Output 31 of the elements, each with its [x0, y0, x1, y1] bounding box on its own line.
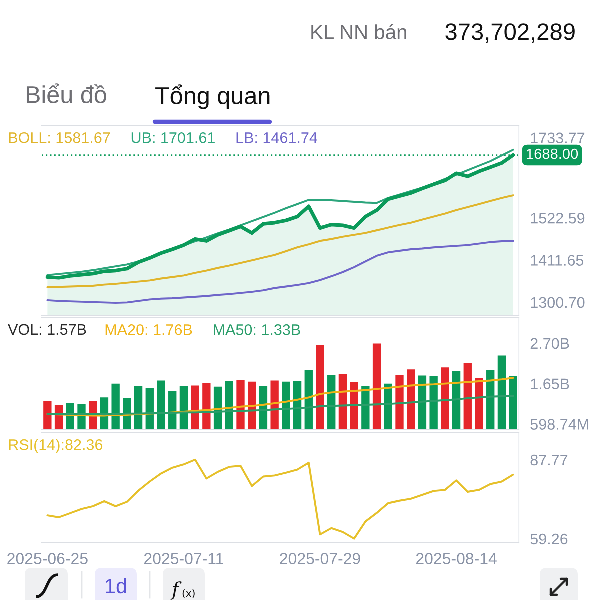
y-tick-label: 59.26 — [530, 534, 568, 545]
y-tick-label: 87.77 — [530, 454, 568, 466]
text: LB: 1461.74 — [236, 132, 318, 144]
y-tick-label: 598.74M — [530, 419, 588, 430]
text: 1d — [106, 578, 126, 594]
text: RSI(14):82.36 — [9, 439, 103, 454]
annotation: VOL: 1.57B — [8, 324, 86, 336]
x-tick-label: 2025-07-29 — [280, 553, 360, 564]
y-tick-label: 2.70B — [530, 338, 570, 350]
line-series — [46, 377, 514, 417]
ref-line-label: 1688.00 — [527, 148, 578, 160]
y-tick-label: 1411.65 — [531, 255, 584, 266]
y-tick-label: 1.65B — [531, 378, 570, 390]
text: Tổng quan — [156, 84, 270, 110]
x-tick-label: 2025-07-11 — [144, 553, 224, 564]
line-series — [46, 240, 514, 304]
line-series — [46, 395, 514, 416]
text: KL NN bán — [312, 24, 406, 40]
x-tick-label: 2025-08-14 — [416, 553, 497, 564]
y-tick-label: 1300.70 — [531, 297, 585, 308]
text: BOLL: 1581.67 — [9, 132, 110, 144]
text: UB: 1701.61 — [132, 132, 215, 144]
text: MA50: 1.33B — [214, 324, 300, 336]
line-series — [46, 458, 514, 540]
text: 373,702,289 — [446, 24, 575, 44]
text: Biểu đồ — [26, 84, 106, 104]
text: MA20: 1.76B — [106, 324, 192, 336]
line-series — [46, 194, 514, 288]
x-tick-label: 2025-06-25 — [8, 553, 88, 564]
y-tick-label: 1522.59 — [531, 212, 585, 224]
y-tick-label: 1733.77 — [531, 132, 585, 144]
